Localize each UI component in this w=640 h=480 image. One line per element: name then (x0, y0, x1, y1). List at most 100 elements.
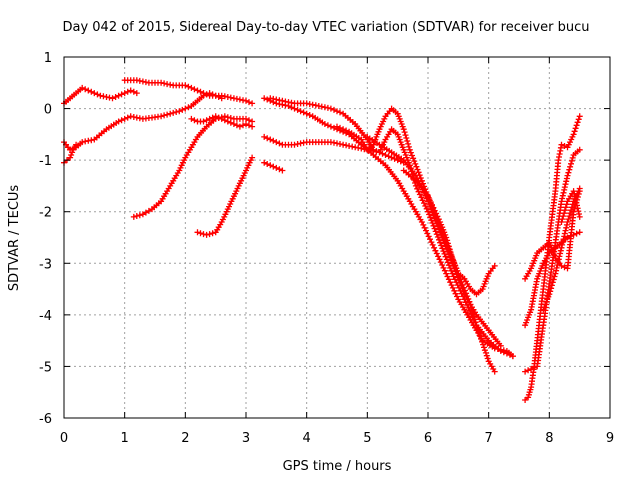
data-point (321, 121, 328, 127)
data-point (561, 264, 568, 271)
data-point (246, 122, 252, 129)
chart-title: Day 042 of 2015, Sidereal Day-to-day VTE… (62, 20, 589, 35)
data-point (564, 234, 571, 241)
data-point (410, 155, 417, 162)
data-point (575, 208, 582, 215)
data-point (421, 200, 427, 207)
data-point (227, 119, 234, 126)
data-point (79, 84, 86, 91)
data-point (303, 100, 310, 107)
data-point (243, 121, 249, 127)
data-point (428, 217, 435, 224)
data-point (427, 199, 434, 205)
data-point (279, 97, 286, 104)
data-point (334, 123, 340, 130)
data-point (230, 121, 237, 127)
series-line (197, 157, 253, 236)
data-point (331, 106, 337, 113)
data-point (227, 94, 234, 101)
data-point (491, 262, 498, 269)
data-series (61, 77, 583, 403)
data-point (439, 245, 446, 252)
data-point (133, 77, 140, 84)
data-point (243, 115, 249, 122)
data-point (478, 336, 485, 343)
data-point (503, 350, 510, 357)
data-point (441, 267, 448, 274)
data-point (562, 204, 569, 211)
data-point (576, 229, 583, 236)
data-point (425, 208, 431, 215)
x-tick-label: 0 (60, 431, 68, 446)
data-point (161, 80, 168, 87)
data-point (570, 131, 577, 138)
data-point (200, 231, 207, 238)
series-arc-14 (400, 167, 498, 298)
data-point (215, 114, 222, 121)
data-point (405, 140, 412, 147)
data-point (327, 123, 334, 130)
data-point (161, 112, 168, 119)
data-point (343, 127, 350, 134)
data-point (273, 164, 280, 171)
data-point (236, 96, 243, 103)
data-point (412, 172, 419, 179)
data-point (446, 262, 452, 269)
series-arc-5 (130, 113, 256, 220)
data-point (425, 193, 431, 200)
data-point (560, 213, 567, 220)
data-point (264, 135, 271, 142)
x-tick-label: 8 (545, 431, 553, 446)
data-point (491, 368, 498, 375)
data-point (261, 159, 268, 166)
data-point (206, 115, 213, 122)
data-point (443, 256, 450, 263)
data-point (267, 136, 274, 143)
x-tick-label: 3 (242, 431, 250, 446)
data-point (194, 87, 201, 94)
data-point (481, 347, 488, 354)
data-point (433, 250, 440, 257)
data-point (294, 106, 301, 113)
data-point (158, 113, 165, 120)
data-point (173, 109, 180, 115)
data-point (206, 90, 213, 97)
data-point (458, 282, 465, 289)
data-point (373, 148, 380, 155)
data-point (575, 116, 582, 123)
data-point (121, 115, 128, 122)
data-point (551, 273, 558, 280)
y-tick-label: -2 (39, 206, 52, 221)
data-point (509, 353, 516, 360)
data-point (200, 92, 207, 99)
data-point (424, 230, 431, 237)
data-point (413, 163, 420, 170)
data-point (560, 236, 567, 243)
data-point (430, 204, 437, 211)
data-point (445, 243, 452, 250)
data-point (73, 141, 80, 148)
data-point (267, 162, 274, 169)
data-point (446, 246, 453, 253)
data-point (571, 193, 578, 200)
data-point (452, 290, 459, 297)
data-point (569, 154, 576, 161)
axis-ticks: 0 1 2 3 4 5 6 7 8 9 -6 -5 -4 -3 -2 -1 0 1 (39, 51, 614, 446)
data-point (331, 124, 337, 131)
data-point (432, 218, 439, 225)
data-point (270, 163, 277, 170)
data-point (415, 169, 422, 176)
series-arc-16 (522, 146, 583, 375)
data-point (561, 230, 568, 237)
series-arc-11 (267, 95, 498, 375)
data-point (531, 364, 538, 371)
data-point (479, 338, 486, 345)
data-point (343, 142, 350, 149)
data-point (432, 247, 439, 254)
data-point (240, 122, 246, 129)
series-arc-2 (121, 77, 256, 107)
data-point (430, 222, 437, 229)
data-point (570, 188, 577, 195)
data-point (563, 201, 570, 208)
data-point (573, 199, 580, 206)
